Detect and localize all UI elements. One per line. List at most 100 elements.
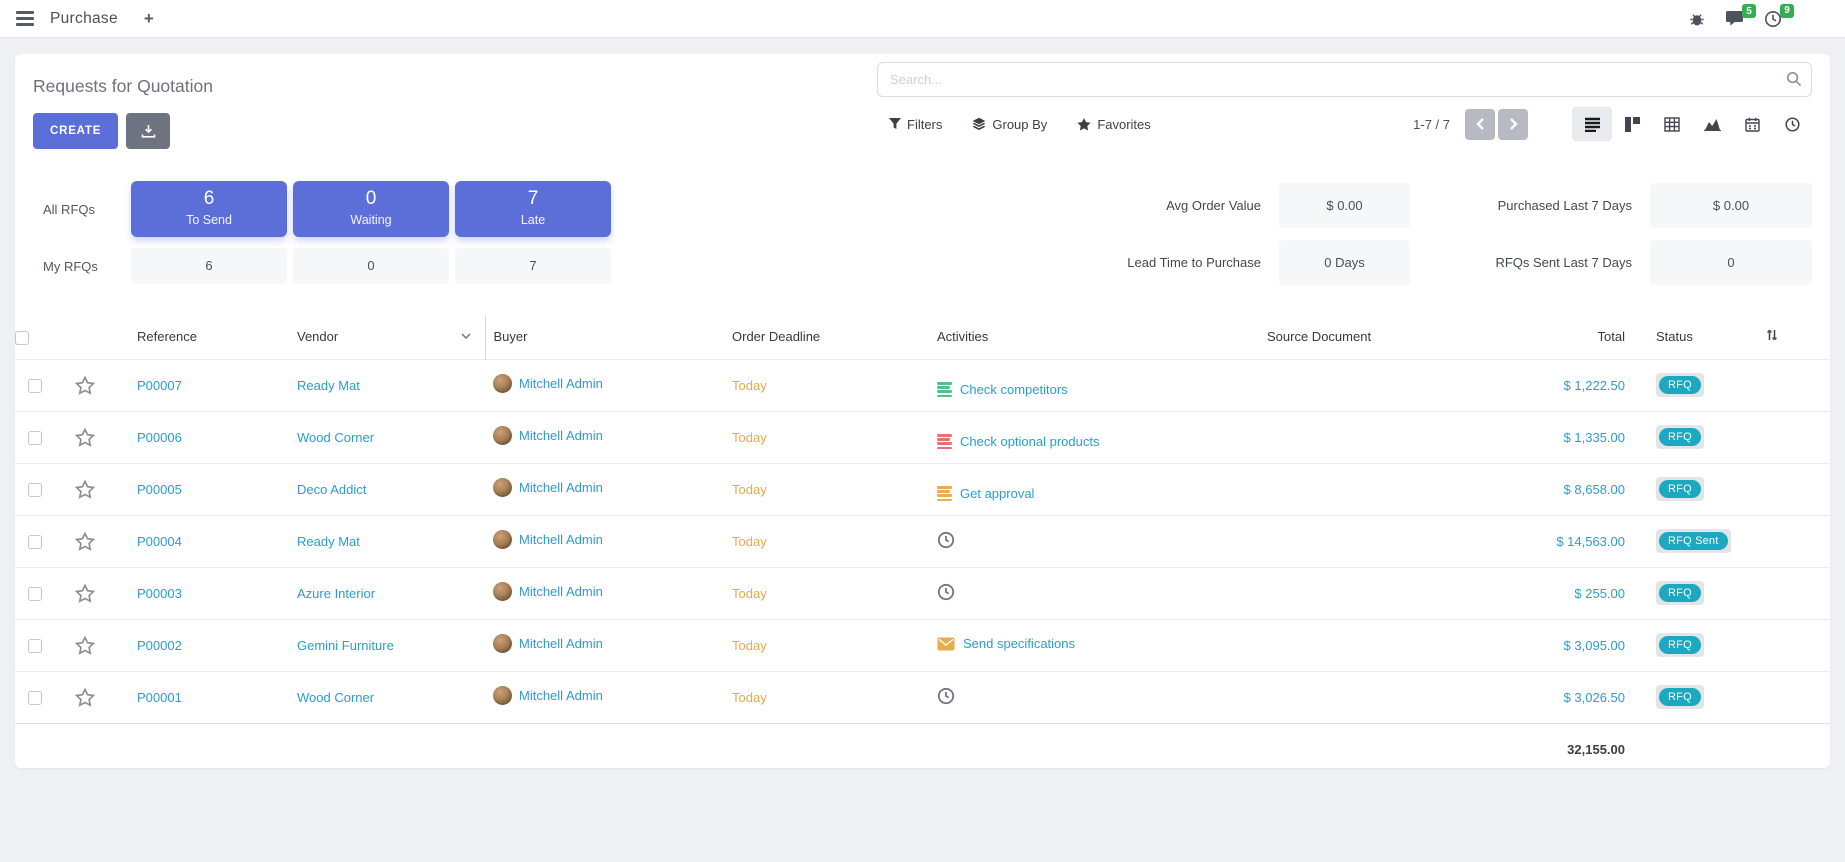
favorite-star-icon[interactable] [75, 427, 95, 447]
select-all-checkbox[interactable] [15, 330, 29, 345]
favorite-star-icon[interactable] [75, 583, 95, 603]
buyer-name[interactable]: Mitchell Admin [519, 584, 603, 599]
to-send-card[interactable]: 6 To Send [131, 181, 287, 237]
order-deadline: Today [732, 481, 767, 497]
favorite-star-icon[interactable] [75, 531, 95, 551]
column-header-buyer[interactable]: Buyer [484, 315, 710, 359]
row-checkbox[interactable] [28, 638, 42, 653]
buyer-avatar [493, 426, 512, 445]
buyer-name[interactable]: Mitchell Admin [519, 428, 603, 443]
column-header-activities[interactable]: Activities [937, 329, 989, 345]
status-badge: RFQ [1656, 373, 1704, 397]
buyer-name[interactable]: Mitchell Admin [519, 636, 603, 651]
tasks-icon[interactable] [937, 486, 952, 502]
reference-link[interactable]: P00007 [137, 377, 182, 393]
favorites-star-icon [1077, 117, 1091, 130]
my-late-cell[interactable]: 7 [455, 248, 611, 284]
buyer-name[interactable]: Mitchell Admin [519, 688, 603, 703]
table-row[interactable]: P00001 Wood Corner Mitchell Admin Today … [15, 671, 1830, 723]
calendar-view-button[interactable] [1732, 107, 1772, 141]
favorite-star-icon[interactable] [75, 687, 95, 707]
table-row[interactable]: P00004 Ready Mat Mitchell Admin Today $ … [15, 515, 1830, 567]
activity-label[interactable]: Send specifications [963, 636, 1076, 652]
my-waiting-cell[interactable]: 0 [293, 248, 449, 284]
export-button[interactable] [126, 113, 171, 149]
reference-link[interactable]: P00004 [137, 533, 182, 549]
column-header-total[interactable]: Total [1597, 329, 1625, 345]
pager-next-button[interactable] [1498, 108, 1528, 140]
pager-previous-button[interactable] [1465, 108, 1495, 140]
reference-link[interactable]: P00003 [137, 585, 182, 601]
order-deadline: Today [732, 689, 767, 705]
group-by-button[interactable]: Group By [972, 117, 1047, 132]
menu-hamburger-icon[interactable] [16, 11, 34, 26]
table-row[interactable]: P00003 Azure Interior Mitchell Admin Tod… [15, 567, 1830, 619]
reference-link[interactable]: P00006 [137, 429, 182, 445]
search-input[interactable] [877, 62, 1812, 97]
column-header-order-deadline[interactable]: Order Deadline [732, 329, 821, 345]
reference-link[interactable]: P00002 [137, 637, 182, 653]
clock-icon[interactable] [937, 687, 955, 705]
row-checkbox[interactable] [28, 378, 42, 393]
column-header-source-document[interactable]: Source Document [1267, 329, 1372, 345]
activity-label[interactable]: Get approval [960, 486, 1035, 502]
user-avatar[interactable] [1802, 5, 1829, 32]
reference-link[interactable]: P00001 [137, 689, 182, 705]
activities-clock-icon[interactable]: 9 [1764, 3, 1794, 28]
vendor-link[interactable]: Ready Mat [297, 533, 360, 549]
messages-icon[interactable]: 5 [1725, 4, 1756, 27]
activity-label[interactable]: Check optional products [960, 434, 1100, 450]
tasks-icon[interactable] [937, 434, 952, 450]
vendor-link[interactable]: Azure Interior [297, 585, 376, 601]
buyer-name[interactable]: Mitchell Admin [519, 532, 603, 547]
favorite-star-icon[interactable] [75, 479, 95, 499]
activity-label[interactable]: Check competitors [960, 382, 1068, 398]
vendor-link[interactable]: Wood Corner [297, 689, 375, 705]
filters-button[interactable]: Filters [889, 117, 942, 132]
waiting-card[interactable]: 0 Waiting [293, 181, 449, 237]
row-checkbox[interactable] [28, 534, 42, 549]
favorite-star-icon[interactable] [75, 375, 95, 395]
favorite-star-icon[interactable] [75, 635, 95, 655]
late-card[interactable]: 7 Late [455, 181, 611, 237]
envelope-icon[interactable] [937, 637, 955, 651]
row-checkbox[interactable] [28, 430, 42, 445]
debug-bug-icon[interactable] [1689, 11, 1705, 27]
kanban-view-button[interactable] [1612, 107, 1652, 141]
favorites-button[interactable]: Favorites [1077, 117, 1151, 132]
list-view-button[interactable] [1572, 107, 1612, 141]
table-row[interactable]: P00006 Wood Corner Mitchell Admin Today … [15, 411, 1830, 463]
adjust-columns-icon[interactable] [1765, 328, 1779, 342]
column-header-reference[interactable]: Reference [137, 329, 197, 345]
row-checkbox[interactable] [28, 586, 42, 601]
column-header-status[interactable]: Status [1656, 329, 1693, 345]
app-name[interactable]: Purchase [50, 9, 118, 27]
pivot-view-button[interactable] [1652, 107, 1692, 141]
column-header-vendor[interactable]: Vendor [275, 315, 485, 359]
table-row[interactable]: P00005 Deco Addict Mitchell Admin Today … [15, 463, 1830, 515]
vendor-link[interactable]: Gemini Furniture [297, 637, 394, 653]
row-checkbox[interactable] [28, 690, 42, 705]
create-button[interactable]: CREATE [33, 113, 119, 149]
tasks-icon[interactable] [937, 382, 952, 398]
vendor-link[interactable]: Ready Mat [297, 377, 360, 393]
vendor-link[interactable]: Deco Addict [297, 481, 367, 497]
chevron-right-icon [1509, 118, 1518, 130]
activity-view-button[interactable] [1772, 107, 1812, 141]
reference-link[interactable]: P00005 [137, 481, 182, 497]
graph-view-button[interactable] [1692, 107, 1732, 141]
buyer-name[interactable]: Mitchell Admin [519, 480, 603, 495]
buyer-name[interactable]: Mitchell Admin [519, 376, 603, 391]
my-to-send-cell[interactable]: 6 [131, 248, 287, 284]
chevron-down-icon[interactable] [461, 333, 471, 339]
table-row[interactable]: P00007 Ready Mat Mitchell Admin Today Ch… [15, 359, 1830, 411]
table-row[interactable]: P00002 Gemini Furniture Mitchell Admin T… [15, 619, 1830, 671]
clock-icon[interactable] [937, 531, 955, 549]
avg-order-value: $ 0.00 [1279, 183, 1410, 228]
row-checkbox[interactable] [28, 482, 42, 497]
add-tab-button[interactable]: + [143, 9, 154, 28]
vendor-link[interactable]: Wood Corner [297, 429, 375, 445]
search-icon[interactable] [1786, 71, 1802, 87]
top-navbar: Purchase + 5 9 [0, 0, 1845, 38]
clock-icon[interactable] [937, 583, 955, 601]
